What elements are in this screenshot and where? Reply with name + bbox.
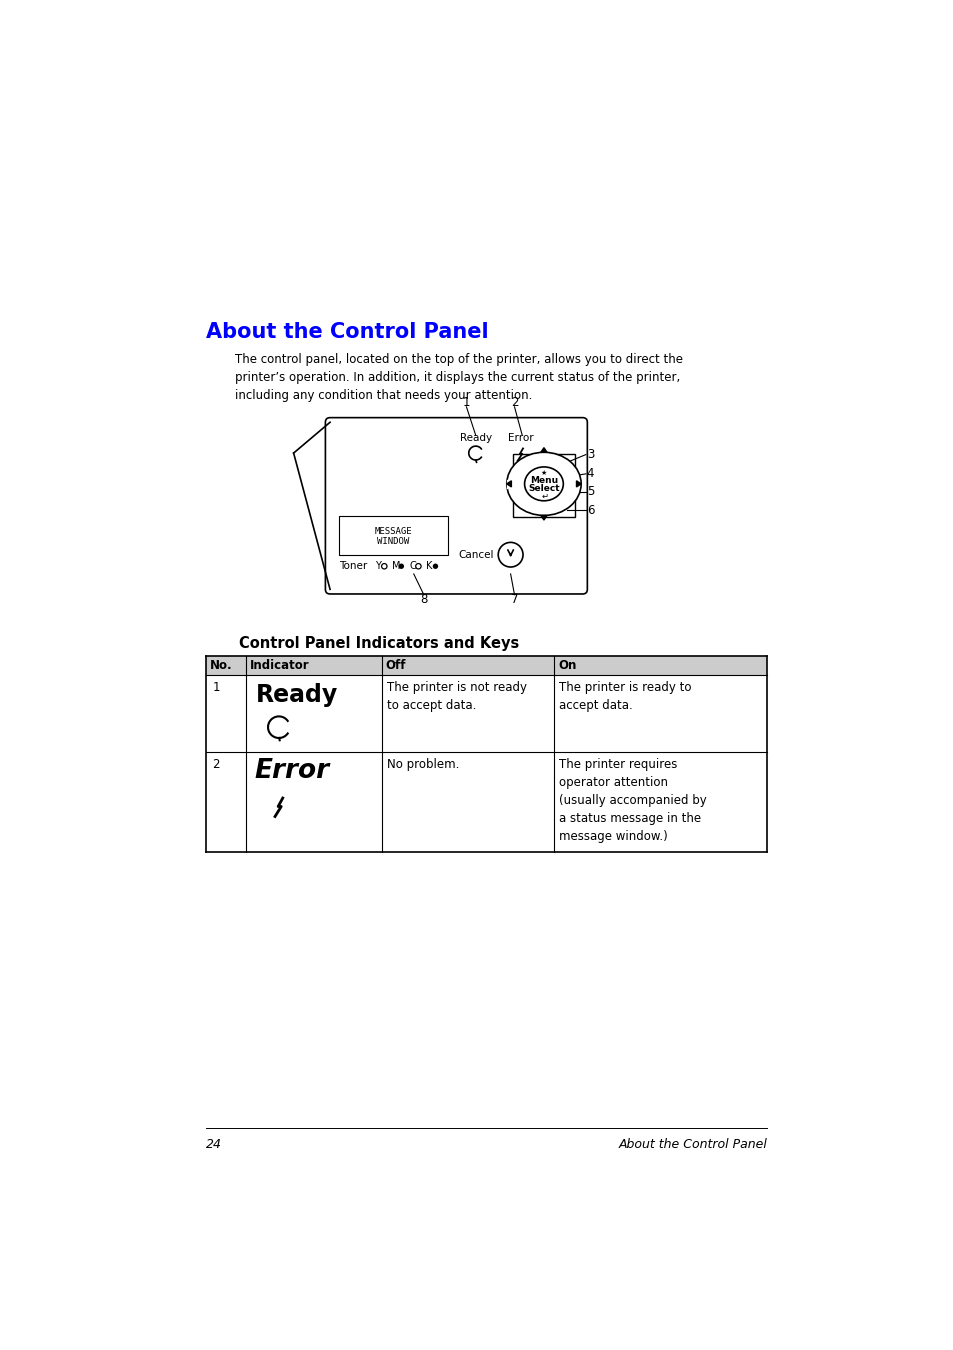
Text: C: C [409, 562, 416, 571]
Text: Y: Y [375, 562, 380, 571]
Ellipse shape [506, 452, 580, 516]
FancyBboxPatch shape [339, 516, 447, 555]
Text: The printer requires
operator attention
(usually accompanied by
a status message: The printer requires operator attention … [558, 757, 705, 842]
Text: The printer is ready to
accept data.: The printer is ready to accept data. [558, 680, 691, 711]
Text: 7: 7 [510, 593, 517, 606]
Bar [206, 656, 766, 675]
Bar [513, 454, 575, 517]
Text: The printer is not ready
to accept data.: The printer is not ready to accept data. [386, 680, 526, 711]
Polygon shape [506, 481, 511, 487]
Text: Control Panel Indicators and Keys: Control Panel Indicators and Keys [239, 636, 519, 651]
Text: No.: No. [210, 659, 233, 672]
Text: 5: 5 [586, 485, 594, 498]
Text: WINDOW: WINDOW [377, 537, 409, 547]
Text: 1: 1 [462, 396, 470, 409]
Text: Select: Select [528, 485, 559, 493]
FancyBboxPatch shape [325, 417, 587, 594]
Text: Ready: Ready [255, 683, 337, 706]
Polygon shape [540, 448, 546, 452]
Text: 8: 8 [419, 593, 427, 606]
Text: The control panel, located on the top of the printer, allows you to direct the
p: The control panel, located on the top of… [235, 352, 682, 402]
Text: 4: 4 [586, 467, 594, 481]
Polygon shape [576, 481, 580, 487]
Text: Menu: Menu [529, 477, 558, 485]
Text: About the Control Panel: About the Control Panel [206, 323, 488, 342]
Text: Ready: Ready [459, 432, 492, 443]
Circle shape [398, 563, 404, 568]
Polygon shape [540, 516, 546, 520]
Text: K: K [426, 562, 432, 571]
Text: 24: 24 [206, 1138, 222, 1150]
Text: 6: 6 [586, 504, 594, 517]
Ellipse shape [524, 467, 562, 501]
Text: ↵: ↵ [540, 491, 548, 501]
Text: 3: 3 [586, 448, 594, 462]
Text: Error: Error [253, 757, 329, 784]
Text: About the Control Panel: About the Control Panel [618, 1138, 766, 1150]
Text: Cancel: Cancel [457, 549, 493, 560]
Text: Off: Off [385, 659, 406, 672]
Text: 2: 2 [510, 396, 517, 409]
Text: MESSAGE: MESSAGE [375, 526, 412, 536]
Text: 1: 1 [212, 680, 219, 694]
Text: ★: ★ [540, 470, 546, 477]
Text: Toner: Toner [339, 562, 367, 571]
Text: On: On [558, 659, 576, 672]
Text: Error: Error [507, 432, 533, 443]
Text: 2: 2 [212, 757, 219, 771]
Text: Indicator: Indicator [250, 659, 310, 672]
Text: No problem.: No problem. [386, 757, 458, 771]
Text: M: M [392, 562, 400, 571]
Circle shape [433, 563, 437, 568]
